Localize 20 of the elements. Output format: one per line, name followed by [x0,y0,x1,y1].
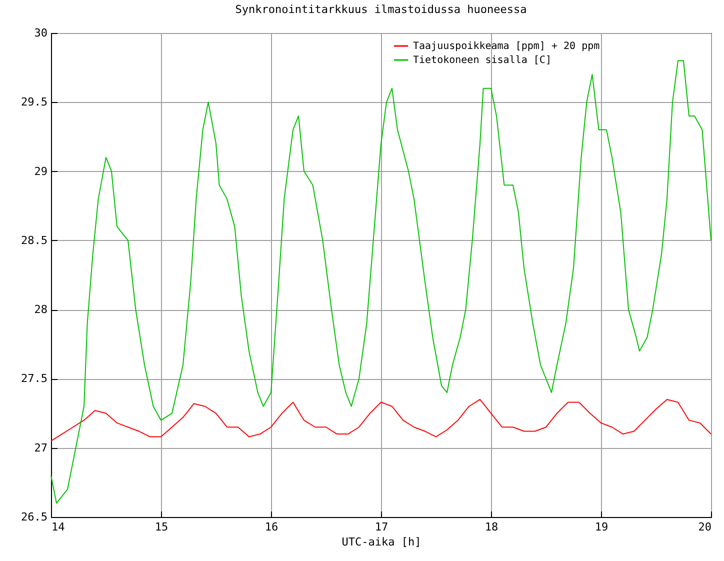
y-tick-label: 26.5 [21,510,48,524]
legend-label: Tietokoneen sisalla [C] [413,55,552,66]
x-tick-label: 16 [264,520,278,534]
y-tick-label: 27 [34,441,48,454]
y-tick-label: 29 [34,164,48,178]
x-tick-label: 14 [52,520,66,534]
x-tick-label: 15 [154,520,168,534]
x-tick-label: 19 [594,520,608,534]
y-tick-label: 27.5 [21,372,48,386]
x-tick-label: 20 [698,520,712,534]
y-tick-label: 28.5 [21,234,48,247]
x-tick-label: 18 [484,520,498,534]
legend-label: Taajuuspoikkeama [ppm] + 20 ppm [413,41,600,52]
x-tick-label: 17 [374,520,388,534]
y-tick-label: 30 [34,26,48,40]
x-axis-title: UTC-aika [h] [342,536,422,548]
line-series [50,398,712,442]
y-tick-label: 28 [34,303,48,316]
chart-title: Synkronointitarkkuus ilmastoidussa huoneessa [235,3,527,16]
y-tick-label: 29.5 [21,96,48,109]
